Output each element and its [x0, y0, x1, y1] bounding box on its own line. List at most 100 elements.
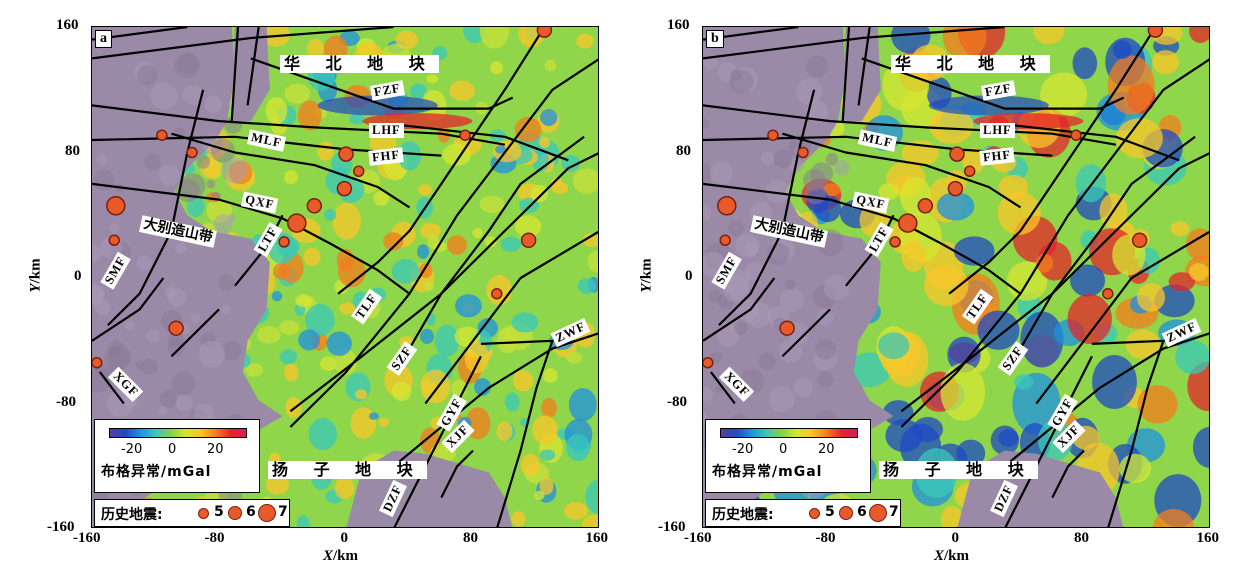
colorbar-legend: -20 0 20 布格异常/mGal — [94, 419, 260, 493]
masked-texture — [174, 242, 187, 254]
anomaly-blob — [947, 336, 981, 373]
quake-symbol-m7 — [869, 504, 887, 522]
anomaly-blob — [1153, 509, 1194, 527]
fault-line — [424, 230, 598, 405]
anomaly-blob — [326, 331, 352, 356]
masked-texture — [773, 149, 793, 169]
anomaly-blob — [284, 83, 311, 104]
earthquake-marker — [336, 180, 353, 197]
y-tick-label: 0 — [685, 268, 693, 284]
anomaly-blob — [1067, 294, 1112, 344]
anomaly-blob — [585, 479, 598, 515]
anomaly-blob — [298, 100, 322, 131]
anomaly-blob — [317, 141, 334, 161]
anomaly-blob — [464, 341, 490, 374]
anomaly-blob — [511, 312, 539, 333]
magnitude-label: 7 — [278, 504, 288, 520]
earthquake-marker — [186, 146, 198, 159]
fault-line — [781, 308, 831, 358]
masked-texture — [834, 160, 850, 176]
anomaly-blob — [538, 137, 551, 148]
masked-texture — [793, 378, 813, 398]
masked-region-north — [842, 27, 881, 122]
masked-texture — [779, 287, 804, 312]
masked-texture — [150, 82, 178, 110]
anomaly-blob — [1189, 263, 1209, 281]
anomaly-blob — [350, 407, 377, 439]
masked-texture — [158, 405, 168, 416]
masked-texture — [141, 358, 159, 375]
anomaly-blob — [539, 477, 554, 495]
anomaly-blob — [565, 434, 591, 462]
fault-line — [900, 152, 1209, 413]
earthquake-marker — [947, 180, 964, 197]
anomaly-blob — [923, 265, 969, 306]
masked-texture — [815, 338, 837, 360]
anomaly-blob — [582, 514, 598, 527]
masked-texture — [785, 279, 796, 291]
masked-texture — [744, 242, 759, 257]
x-tick-label: 160 — [1196, 530, 1220, 546]
fault-line — [496, 340, 554, 527]
anomaly-blob — [296, 515, 310, 527]
anomaly-blob — [449, 80, 475, 101]
masked-texture — [168, 331, 184, 348]
masked-texture — [158, 164, 180, 186]
anomaly-blob — [308, 418, 337, 451]
masked-texture — [806, 55, 829, 78]
earthquake-marker — [797, 146, 809, 159]
masked-texture — [703, 204, 712, 222]
anomaly-blob — [420, 369, 451, 404]
masked-region-west — [703, 27, 894, 527]
masked-texture — [196, 155, 210, 169]
anomaly-blob — [455, 294, 482, 318]
x-tick-label: 0 — [951, 530, 960, 546]
fault-line — [1051, 449, 1085, 499]
y-tick-label: -160 — [47, 519, 75, 535]
fault-line — [289, 152, 598, 413]
earthquake-legend: 历史地震: 5 6 7 — [94, 499, 290, 527]
y-tick-label: 160 — [56, 17, 79, 33]
masked-texture — [103, 346, 130, 372]
masked-region-north — [231, 27, 270, 122]
anomaly-blob — [495, 145, 506, 154]
fault-line — [250, 57, 514, 110]
fault-line — [92, 277, 165, 342]
anomaly-blob — [409, 83, 427, 99]
fault-line — [1107, 340, 1165, 527]
earthquake-marker — [1070, 129, 1082, 141]
anomaly-blob — [484, 236, 497, 248]
fault-line — [1004, 123, 1180, 162]
masked-texture — [124, 320, 135, 330]
earthquake-marker — [168, 320, 184, 336]
fault-line — [440, 449, 474, 499]
fault-line — [1003, 332, 1209, 468]
masked-texture — [760, 151, 775, 166]
masked-texture — [175, 394, 193, 412]
x-tick-label: 160 — [585, 530, 609, 546]
colorbar-tick: -20 — [121, 442, 143, 457]
anomaly-blob — [368, 412, 379, 420]
magnitude-label: 6 — [246, 504, 256, 520]
masked-texture — [806, 100, 829, 123]
masked-texture — [167, 288, 187, 307]
anomaly-blob — [1119, 453, 1152, 483]
fault-line — [99, 371, 125, 405]
fault-line — [337, 27, 546, 295]
anomaly-blob — [576, 33, 594, 49]
y-tick-label: -80 — [667, 393, 687, 410]
y-axis-title: Y/km — [27, 258, 44, 293]
anomaly-blob — [1175, 340, 1209, 375]
masked-region-west — [92, 27, 283, 527]
masked-texture — [171, 371, 196, 396]
anomaly-blob — [520, 453, 540, 476]
anomaly-blob — [420, 223, 441, 239]
masked-texture — [137, 65, 158, 86]
anomaly-blob — [1137, 385, 1178, 424]
anomaly-blob — [587, 250, 598, 273]
masked-texture — [769, 386, 795, 413]
masked-texture — [109, 223, 120, 234]
magnitude-label: 6 — [857, 504, 867, 520]
anomaly-blob — [245, 363, 264, 377]
anomaly-blob — [514, 116, 542, 143]
